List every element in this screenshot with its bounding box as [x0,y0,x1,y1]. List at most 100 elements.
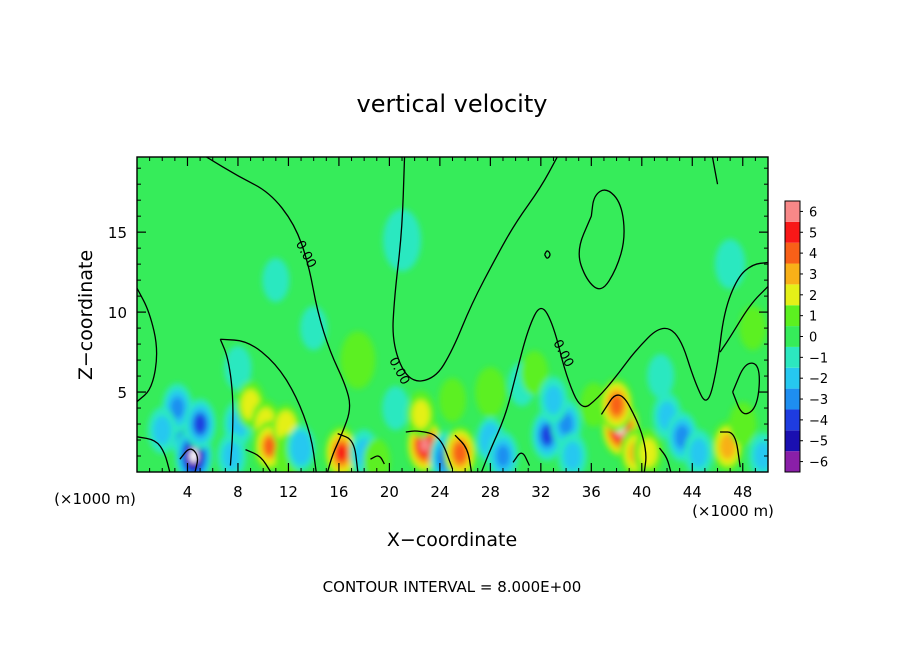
colorbar-swatch [785,409,800,431]
contour-line [732,362,760,415]
x-axis-unit: (×1000 m) [54,490,136,508]
field-blob [611,396,622,414]
contour-line [137,436,171,472]
colorbar-label: 1 [809,310,817,325]
field-blob [290,430,312,466]
field-blob [689,438,708,468]
velocity-field [147,208,768,472]
field-blob [420,437,430,452]
field-blob [559,413,573,436]
colorbar-swatch [785,388,800,410]
field-blob [521,350,549,395]
colorbar-label: 3 [809,268,817,283]
colorbar-label: −3 [809,393,828,408]
field-blob [153,416,172,445]
contour-line [245,449,272,472]
field-blob [639,438,657,468]
colorbar-swatch [785,367,800,389]
field-blob [340,331,376,389]
colorbar-label: −6 [809,456,828,471]
x-axis-label: X−coordinate [387,529,517,551]
contour-line [658,447,672,472]
field-blob [729,401,757,447]
colorbar-swatch [785,346,800,368]
field-blob [225,348,251,388]
x-tick-label: 20 [380,483,399,501]
x-tick-label: 28 [481,483,500,501]
x-tick-label: 32 [531,483,550,501]
colorbar-label: 5 [809,226,817,241]
contour-line [719,286,768,353]
contour-line [711,157,719,185]
contour-line [179,448,199,472]
contour-line [405,430,454,470]
x-tick-label: 48 [733,483,752,501]
field-blob [193,414,207,434]
field-blob [262,258,290,303]
colorbar: −6 −5 −4 −3 −2 −1 0 1 2 3 4 5 6 [784,200,828,473]
contour-line [206,157,351,472]
x-tick-label: 24 [430,483,449,501]
plot-area: 0.000.000.00 [137,157,768,472]
colorbar-label: −1 [809,351,828,366]
colorbar-label: 4 [809,247,817,262]
field-blob [363,438,391,472]
contour-line [578,189,625,290]
contour-line [337,433,359,472]
field-blob [438,377,467,423]
contour-interval-note: CONTOUR INTERVAL = 8.000E+00 [323,578,582,596]
colorbar-label: −5 [809,435,828,450]
colorbar-swatch [785,326,800,347]
field-blob [754,441,768,471]
field-blob [170,397,185,420]
contour-line [720,431,741,468]
x-axis-ticks: 4 8 12 16 20 24 28 32 36 40 44 48 [149,157,756,501]
field-blob [540,425,554,446]
field-blob [647,353,675,399]
x-tick-label: 40 [632,483,651,501]
colorbar-label: −4 [809,414,828,429]
colorbar-label: 6 [809,205,817,220]
y-tick-label: 15 [108,224,127,242]
field-blob [336,444,347,462]
contour-line [392,157,558,382]
x-tick-label: 16 [329,483,348,501]
field-blob [563,441,582,471]
field-blob [263,436,276,457]
field-blob [383,208,422,272]
colorbar-label: 2 [809,289,817,304]
colorbar-label: −2 [809,372,828,387]
field-blob [300,306,328,351]
field-blob [454,444,466,462]
colorbar-label: 0 [809,331,817,346]
x-tick-label: 8 [233,483,243,501]
contour-line [512,452,531,466]
colorbar-swatch [785,430,800,452]
y-axis-ticks: 5 10 15 [108,167,768,457]
contour-lines: 0.000.000.00 [137,157,768,472]
field-blob [382,385,410,431]
field-blob [739,306,767,351]
contour-line [370,455,385,465]
field-blob [721,436,734,457]
x-tick-label: 44 [683,483,702,501]
field-blob [412,400,430,429]
field-blob [496,445,510,467]
field-blob [475,367,506,417]
y-tick-label: 10 [108,304,127,322]
colorbar-swatch [785,284,800,306]
x-tick-label: 12 [279,483,298,501]
contour-line [480,261,768,472]
contour-line [544,250,551,259]
y-axis-label: Z−coordinate [75,250,97,380]
colorbar-swatch [785,221,800,243]
contour-line [454,434,473,472]
x-tick-label: 4 [183,483,193,501]
field-blob [675,426,689,448]
colorbar-swatch [785,263,800,285]
field-blob [714,239,746,290]
colorbar-swatch [785,305,800,327]
field-blob [544,385,563,415]
y-tick-label: 5 [117,384,127,402]
